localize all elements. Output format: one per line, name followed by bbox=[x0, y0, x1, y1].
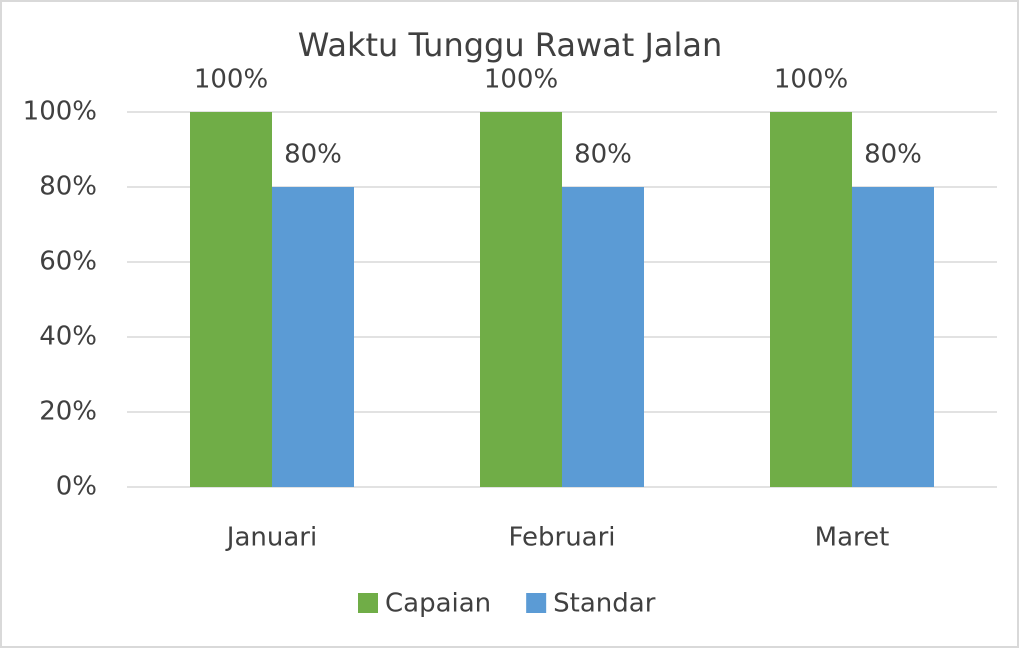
value-label: 80% bbox=[284, 140, 342, 170]
bar bbox=[190, 112, 272, 487]
y-tick-label: 0% bbox=[56, 472, 97, 502]
y-tick-label: 20% bbox=[39, 397, 97, 427]
y-tick-label: 60% bbox=[39, 247, 97, 277]
value-label: 100% bbox=[194, 65, 268, 95]
legend-swatch bbox=[526, 593, 547, 613]
x-tick-label: Februari bbox=[508, 523, 615, 553]
bar bbox=[480, 112, 562, 487]
y-tick-label: 80% bbox=[39, 172, 97, 202]
bar bbox=[770, 112, 852, 487]
value-label: 100% bbox=[484, 65, 558, 95]
y-tick-label: 40% bbox=[39, 322, 97, 352]
legend-swatch bbox=[358, 593, 378, 613]
chart-title: Waktu Tunggu Rawat Jalan bbox=[298, 26, 723, 64]
bar bbox=[272, 187, 354, 487]
value-label: 80% bbox=[574, 140, 632, 170]
value-label: 100% bbox=[774, 65, 848, 95]
y-tick-label: 100% bbox=[23, 97, 97, 127]
value-label: 80% bbox=[864, 140, 922, 170]
bar bbox=[852, 187, 934, 487]
legend-label: Standar bbox=[553, 589, 656, 619]
bar bbox=[562, 187, 644, 487]
legend-label: Capaian bbox=[385, 589, 491, 619]
x-tick-label: Januari bbox=[225, 523, 317, 553]
x-tick-label: Maret bbox=[815, 523, 890, 553]
